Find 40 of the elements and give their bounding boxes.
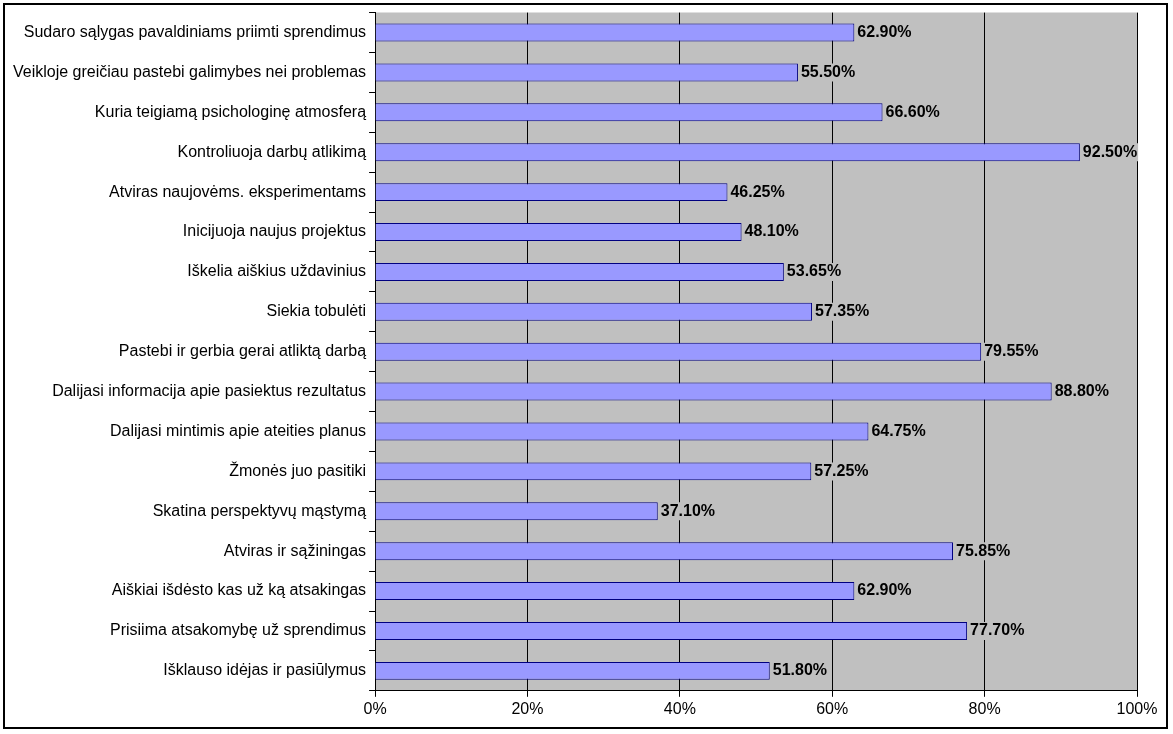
y-tick-label: Išklauso idėjas ir pasiūlymus: [163, 661, 367, 679]
y-tick-label: Inicijuoja naujus projektus: [182, 222, 367, 240]
y-tick-label: Sudaro sąlygas pavaldiniams priimti sprendimus: [23, 22, 367, 40]
y-tick-label: Kontroliuoja darbų atlikimą: [177, 142, 367, 160]
data-label: 55.50%: [800, 62, 856, 80]
y-tick-label: Atviras naujovėms. eksperimentams: [109, 182, 367, 200]
data-label: 51.80%: [772, 661, 828, 679]
data-label: 64.75%: [871, 421, 926, 439]
data-label: 92.50%: [1082, 142, 1138, 160]
data-label: 79.55%: [984, 342, 1039, 360]
data-label: 66.60%: [885, 102, 940, 120]
y-tick-label: Atviras ir sąžiningas: [223, 541, 367, 559]
y-tick-label: Aiškiai išdėsto kas už ką atsakingas: [111, 581, 367, 599]
data-label: 75.85%: [956, 541, 1011, 559]
x-tick-label: 60%: [816, 699, 849, 717]
y-tick-label: Žmonės juo pasitiki: [229, 460, 367, 479]
y-tick-label: Dalijasi informacija apie pasiektus rezultatus: [52, 382, 367, 399]
y-tick-label: Siekia tobulėti: [266, 302, 367, 320]
y-tick-label: Veikloje greičiau pastebi galimybes nei problemas: [12, 62, 367, 80]
data-label: 77.70%: [970, 621, 1025, 639]
y-tick-label: Pastebi ir gerbia gerai atliktą darbą: [118, 342, 367, 360]
x-tick-label: 40%: [663, 699, 696, 717]
y-tick-label: Prisiima atsakomybę už sprendimus: [109, 621, 367, 639]
y-tick-label: Dalijasi mintimis apie ateities planus: [109, 421, 367, 439]
data-label: 48.10%: [744, 222, 799, 240]
x-tick-label: 0%: [363, 699, 387, 717]
x-tick-label: 100%: [1116, 699, 1158, 717]
data-label: 46.25%: [730, 182, 785, 200]
y-tick-label: Kuria teigiamą psichologinę atmosferą: [94, 102, 367, 120]
x-tick-label: 20%: [511, 699, 544, 717]
y-tick-label: Iškelia aiškius uždavinius: [187, 262, 367, 280]
data-label: 88.80%: [1054, 382, 1109, 399]
data-label: 57.25%: [814, 461, 869, 479]
data-label: 53.65%: [786, 262, 842, 280]
y-tick-label: Skatina perspektyvų mąstymą: [152, 501, 367, 519]
data-label: 57.35%: [815, 302, 870, 320]
data-label: 37.10%: [660, 501, 716, 519]
data-label: 62.90%: [857, 22, 912, 40]
data-label: 62.90%: [857, 581, 912, 599]
x-tick-label: 80%: [968, 699, 1001, 717]
